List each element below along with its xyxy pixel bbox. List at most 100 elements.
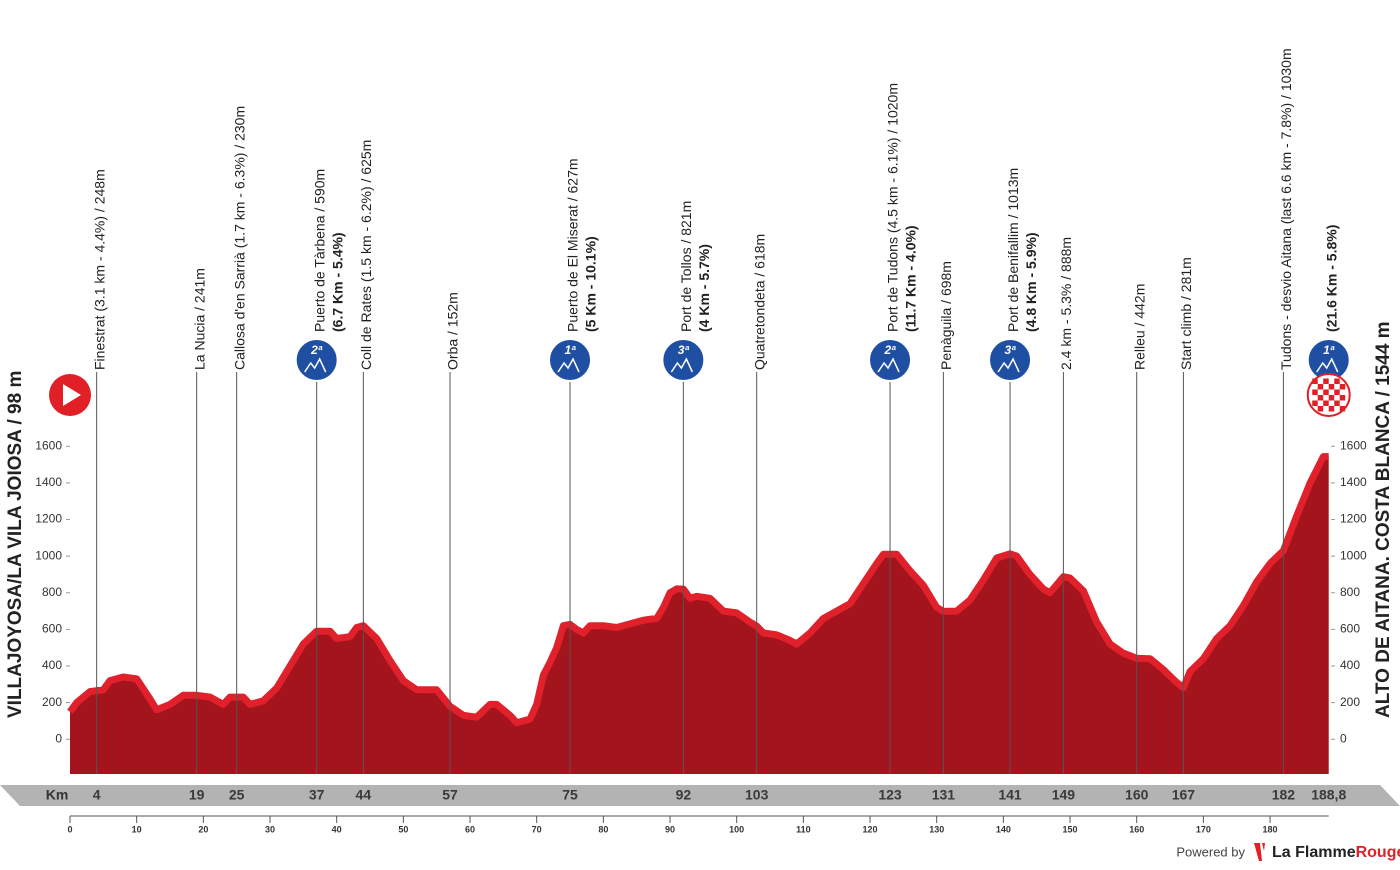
badge-mountain [557, 357, 580, 373]
km-marker-label: 19 [189, 787, 205, 803]
poi-detail: (21.6 Km - 5.8%) [1323, 225, 1339, 332]
y-tick-label: 400 [1340, 658, 1360, 672]
km-marker-label: 57 [442, 787, 458, 803]
km-marker-label: 182 [1272, 787, 1296, 803]
poi-name: Puerto de El Miserat / 627m [565, 158, 581, 332]
poi-name: Puerto de Tàrbena / 590m [311, 169, 327, 332]
y-tick-label: 1400 [1340, 475, 1367, 489]
km-label: Km [46, 787, 69, 803]
x-tick-label: 100 [729, 824, 744, 834]
km-marker-label: 167 [1172, 787, 1196, 803]
km-marker-label: 160 [1125, 787, 1149, 803]
badge-text: 3ª [1004, 343, 1016, 357]
brand-icon [1254, 843, 1265, 861]
poi-name: Port de Tudons (4.5 km - 6.1%) / 1020m [885, 83, 901, 332]
poi-name: Quatretondeta / 618m [751, 234, 767, 370]
poi-name: Coll de Rates (1.5 km - 6.2%) / 625m [358, 140, 374, 370]
flag-square [1312, 378, 1318, 384]
x-tick-label: 60 [465, 824, 475, 834]
poi-detail: (11.7 Km - 4.0%) [903, 225, 919, 332]
x-tick-label: 80 [598, 824, 608, 834]
km-marker-label: 131 [932, 787, 956, 803]
x-tick-label: 10 [132, 824, 142, 834]
y-tick-label: 600 [1340, 622, 1360, 636]
flag-square [1317, 395, 1324, 401]
poi-name: La Nucia / 241m [191, 268, 207, 370]
flag-square [1328, 384, 1335, 390]
x-tick-label: 50 [398, 824, 408, 834]
y-tick-label: 800 [1340, 585, 1360, 599]
x-tick-label: 170 [1196, 824, 1211, 834]
start-label: VILLAJOYOSA/LA VILA JOIOSA / 98 m [5, 371, 26, 718]
x-tick-label: 180 [1263, 824, 1278, 834]
x-tick-label: 150 [1063, 824, 1078, 834]
km-band [0, 785, 1400, 806]
x-tick-label: 30 [265, 824, 275, 834]
y-tick-label: 1200 [35, 512, 62, 526]
km-marker-label: 149 [1052, 787, 1076, 803]
x-tick-label: 70 [532, 824, 542, 834]
flag-square [1323, 400, 1329, 406]
km-marker-label: 75 [562, 787, 578, 803]
start-icon [49, 374, 91, 416]
badge-mountain [997, 357, 1020, 373]
finish-flag [1306, 373, 1351, 417]
flag-square [1334, 389, 1340, 395]
flag-square [1339, 395, 1346, 401]
y-tick-label: 800 [42, 585, 62, 599]
profile-rim [67, 453, 1329, 727]
badge-mountain [877, 357, 900, 373]
flag-square [1334, 400, 1340, 406]
poi-name: Penàguila / 698m [938, 261, 954, 370]
km-marker-label: 123 [878, 787, 902, 803]
km-marker-label: 103 [745, 787, 769, 803]
x-tick-label: 120 [863, 824, 878, 834]
y-tick-label: 1400 [35, 475, 62, 489]
flag-square [1334, 378, 1340, 384]
finish-label: ALTO DE AITANA. COSTA BLANCA / 1544 m [1373, 321, 1394, 718]
badge-mountain [1316, 357, 1339, 373]
poi-name: Finestrat (3.1 km - 4.4%) / 248m [91, 169, 107, 370]
km-marker-label: 25 [229, 787, 245, 803]
flag-square [1339, 406, 1346, 412]
badge-mountain [304, 357, 327, 373]
km-marker-label: 188,8 [1311, 787, 1346, 803]
x-tick-label: 90 [665, 824, 675, 834]
flag-square [1317, 406, 1324, 412]
badge-mountain [670, 357, 694, 373]
x-tick-label: 0 [67, 824, 72, 834]
poi-name: Tudons - desvio Aitana (last 6.6 km - 7.… [1278, 48, 1294, 370]
flag-square [1328, 395, 1335, 401]
x-tick-label: 20 [198, 824, 208, 834]
flag-square [1339, 384, 1346, 390]
poi-name: Callosa d'en Sarrià (1.7 km - 6.3%) / 23… [231, 106, 247, 370]
x-tick-label: 40 [332, 824, 342, 834]
poi-name: Orba / 152m [445, 292, 461, 370]
y-tick-label: 1600 [35, 438, 62, 452]
y-tick-label: 200 [42, 695, 62, 709]
flag-square [1312, 389, 1318, 395]
km-marker-label: 44 [356, 787, 372, 803]
category-badge: 2ª [294, 338, 339, 382]
y-tick-label: 400 [42, 658, 62, 672]
category-badge: 2ª [868, 338, 913, 382]
y-tick-label: 200 [1340, 695, 1360, 709]
brand-b: Rouge [1356, 844, 1400, 861]
y-tick-label: 1000 [1340, 548, 1367, 562]
y-tick-label: 1200 [1340, 512, 1367, 526]
poi-detail: (4 Km - 5.7%) [696, 244, 712, 332]
poi-name: Start climb / 281m [1178, 257, 1194, 370]
badge-text: 2ª [883, 343, 896, 357]
poi-name: Relleu / 442m [1131, 284, 1147, 370]
km-marker-label: 92 [676, 787, 692, 803]
brand-a: La Flamme [1272, 844, 1356, 861]
flag-square [1323, 378, 1329, 384]
y-tick-label: 0 [1340, 731, 1347, 745]
y-tick-label: 1000 [35, 548, 62, 562]
x-tick-label: 130 [929, 824, 944, 834]
badge-text: 1ª [1323, 343, 1335, 357]
km-marker-label: 4 [93, 787, 101, 803]
profile-area [70, 456, 1329, 774]
x-tick-label: 140 [996, 824, 1011, 834]
